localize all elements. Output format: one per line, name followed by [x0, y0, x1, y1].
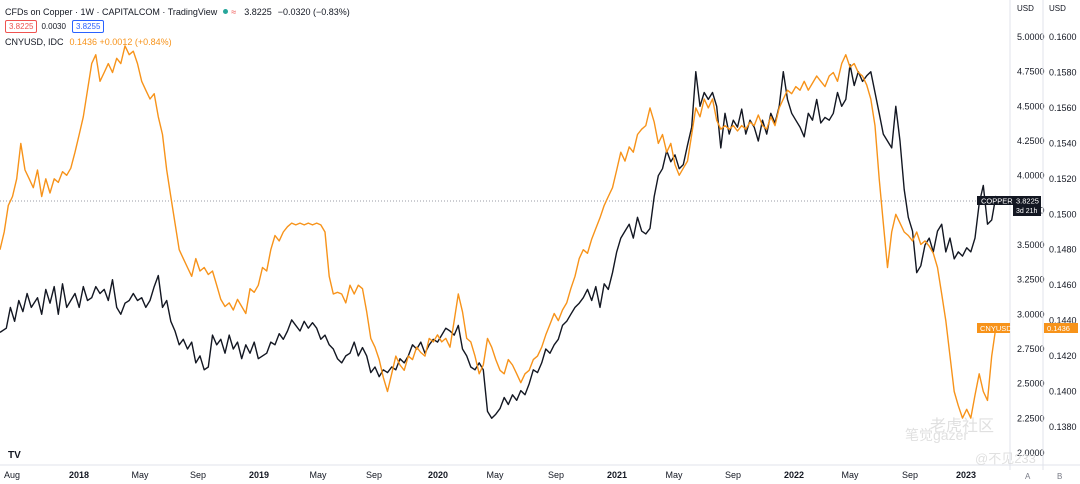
- left-y-tick-label: 4.7500: [1017, 67, 1045, 77]
- compare-symbol-values: 0.1436 +0.0012 (+0.84%): [69, 36, 172, 47]
- price-change: −0.0320 (−0.83%): [277, 6, 350, 17]
- series-line-copper[interactable]: [0, 64, 1000, 419]
- right-y-tick-label: 0.1560: [1049, 103, 1077, 113]
- watermark-line2: @不见233: [975, 451, 1036, 466]
- left-y-tick-label: 2.5000: [1017, 379, 1045, 389]
- x-tick-label: Sep: [548, 470, 564, 480]
- right-y-tick-label: 0.1440: [1049, 316, 1077, 326]
- last-price: 3.8225: [244, 6, 272, 17]
- left-y-tick-label: 3.5000: [1017, 240, 1045, 250]
- x-tick-label: May: [841, 470, 859, 480]
- right-y-tick-label: 0.1540: [1049, 138, 1077, 148]
- right-y-tick-label: 0.1520: [1049, 174, 1077, 184]
- legend-row-compare: CNYUSD, IDC 0.1436 +0.0012 (+0.84%): [5, 34, 356, 49]
- right-y-tick-label: 0.1600: [1049, 32, 1077, 42]
- series-line-cnyusd[interactable]: [0, 45, 997, 419]
- left-y-tick-label: 2.2500: [1017, 413, 1045, 423]
- cnyusd-tag-value: 0.1436: [1047, 324, 1070, 333]
- x-tick-label: Sep: [366, 470, 382, 480]
- spread-value: 0.0030: [41, 22, 66, 31]
- right-y-tick-label: 0.1480: [1049, 245, 1077, 255]
- right-y-tick-label: 0.1580: [1049, 67, 1077, 77]
- x-tick-label: May: [665, 470, 683, 480]
- left-y-tick-label: 3.2500: [1017, 275, 1045, 285]
- copper-tag-value: 3.8225: [1016, 197, 1039, 206]
- left-axis-currency-dropdown[interactable]: USD: [1017, 4, 1034, 13]
- x-tick-label: May: [309, 470, 327, 480]
- x-tick-label: May: [486, 470, 504, 480]
- x-tick-label: 2019: [249, 470, 269, 480]
- x-tick-label: Aug: [4, 470, 20, 480]
- x-tick-label: 2021: [607, 470, 627, 480]
- tradingview-logo[interactable]: TV: [8, 450, 21, 461]
- x-tick-label: 2020: [428, 470, 448, 480]
- copper-tag-name: COPPER: [981, 197, 1013, 206]
- legend-row-main: CFDs on Copper · 1W · CAPITALCOM · Tradi…: [5, 4, 356, 19]
- right-y-tick-label: 0.1500: [1049, 209, 1077, 219]
- compare-symbol-label[interactable]: CNYUSD, IDC: [5, 36, 64, 47]
- right-y-tick-label: 0.1400: [1049, 387, 1077, 397]
- x-tick-label: 2023: [956, 470, 976, 480]
- left-y-tick-label: 2.7500: [1017, 344, 1045, 354]
- right-y-tick-label: 0.1380: [1049, 422, 1077, 432]
- auto-scale-a-button[interactable]: A: [1025, 472, 1031, 481]
- left-y-tick-label: 4.2500: [1017, 136, 1045, 146]
- right-axis-currency-dropdown[interactable]: USD: [1049, 4, 1066, 13]
- auto-scale-b-button[interactable]: B: [1057, 472, 1063, 481]
- x-tick-label: 2022: [784, 470, 804, 480]
- left-y-tick-label: 2.0000: [1017, 448, 1045, 458]
- buy-button[interactable]: 3.8255: [71, 20, 105, 33]
- left-y-tick-label: 3.0000: [1017, 309, 1045, 319]
- copper-tag-countdown: 3d 21h: [1016, 208, 1038, 215]
- watermark-line1: 老虎社区: [930, 418, 995, 435]
- wave-icon: ≈: [231, 6, 237, 17]
- x-tick-label: Sep: [902, 470, 918, 480]
- x-tick-label: Sep: [725, 470, 741, 480]
- cnyusd-price-tag[interactable]: CNYUSD 0.1436: [977, 323, 1078, 333]
- left-y-tick-label: 5.0000: [1017, 32, 1045, 42]
- left-y-tick-label: 4.0000: [1017, 171, 1045, 181]
- legend-row-bidask: 3.8225 0.0030 3.8255: [5, 19, 356, 34]
- x-tick-label: 2018: [69, 470, 89, 480]
- right-y-tick-label: 0.1420: [1049, 351, 1077, 361]
- market-open-dot-icon: [223, 9, 229, 14]
- symbol-title[interactable]: CFDs on Copper · 1W · CAPITALCOM · Tradi…: [5, 6, 218, 17]
- sell-button[interactable]: 3.8225: [5, 20, 38, 33]
- axes-layer: 5.00004.75004.50004.25004.00003.75003.50…: [4, 32, 1077, 480]
- right-y-tick-label: 0.1460: [1049, 280, 1077, 290]
- left-y-tick-label: 4.5000: [1017, 101, 1045, 111]
- x-tick-label: Sep: [190, 470, 206, 480]
- chart-legend: CFDs on Copper · 1W · CAPITALCOM · Tradi…: [5, 4, 356, 49]
- x-tick-label: May: [131, 470, 149, 480]
- cnyusd-tag-name: CNYUSD: [980, 324, 1012, 333]
- series-layer: [0, 45, 1000, 419]
- watermark-sub: 笔觉gazer: [905, 427, 969, 443]
- copper-price-tag[interactable]: COPPER 3.8225 3d 21h: [977, 196, 1041, 216]
